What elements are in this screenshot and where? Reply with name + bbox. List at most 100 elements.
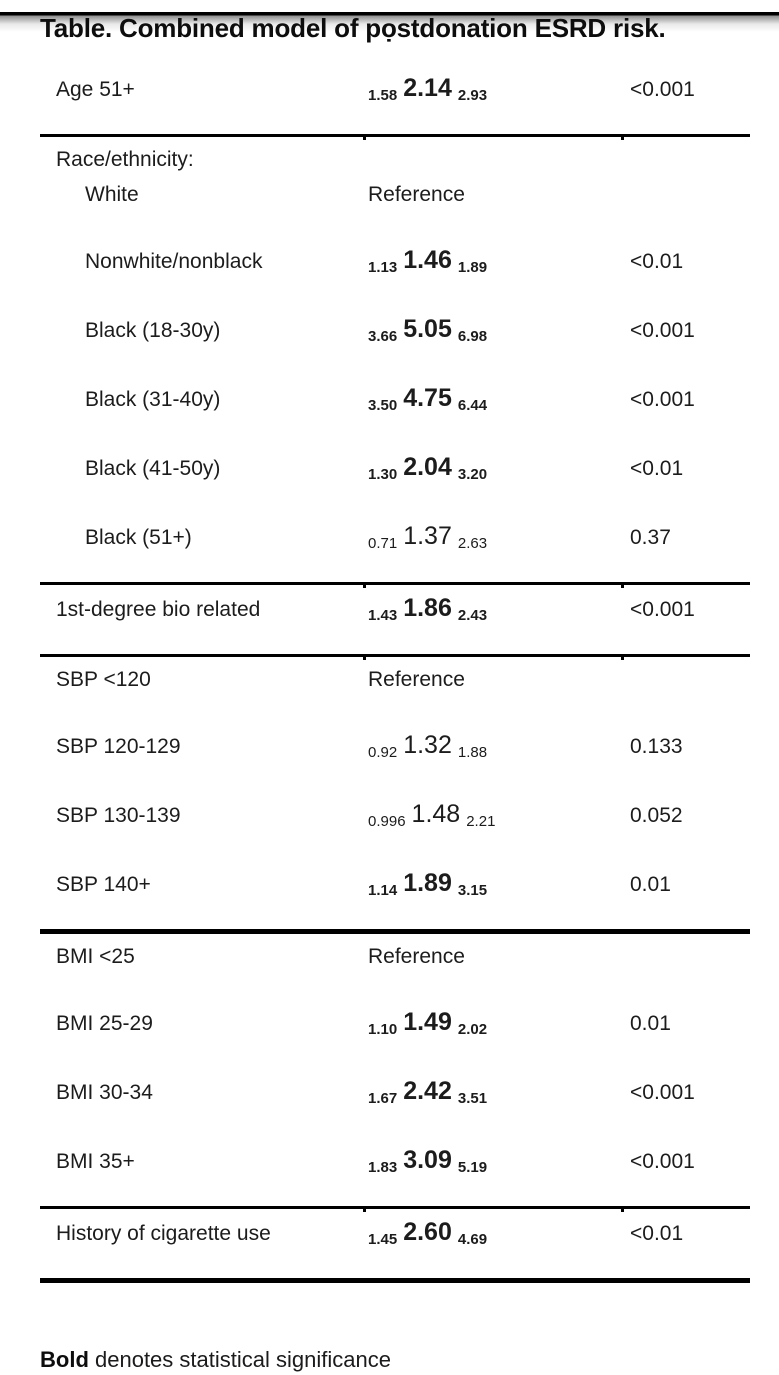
estimate-ci: 1.30 2.04 3.20 xyxy=(368,453,488,483)
row-label: BMI <25 xyxy=(56,945,135,968)
ci-upper: 3.51 xyxy=(457,1090,488,1107)
ci-lower: 1.10 xyxy=(368,1021,398,1038)
estimate-cell: 1.67 2.42 3.51 xyxy=(365,1076,622,1110)
row-label: 1st-degree bio related xyxy=(56,598,261,621)
ci-point: 1.49 xyxy=(403,1008,452,1036)
estimate-cell: 1.83 3.09 5.19 xyxy=(365,1145,622,1179)
table-row: BMI 30-34 1.67 2.42 3.51 <0.001 xyxy=(40,1076,750,1110)
ci-upper: 2.02 xyxy=(457,1021,488,1038)
estimate-ci: 1.67 2.42 3.51 xyxy=(368,1077,488,1107)
ci-lower: 0.71 xyxy=(368,535,398,552)
ci-upper: 6.44 xyxy=(457,397,488,414)
p-value: <0.001 xyxy=(630,319,695,342)
p-value: <0.001 xyxy=(630,598,695,621)
ci-point: 1.89 xyxy=(403,869,452,897)
estimate-ci: 0.996 1.48 2.21 xyxy=(368,800,496,830)
estimate-cell: 1.13 1.46 1.89 xyxy=(365,245,622,279)
estimate-cell: Reference xyxy=(365,180,622,210)
estimate-cell: 1.58 2.14 2.93 xyxy=(365,73,622,107)
ci-point: 5.05 xyxy=(403,315,452,343)
section-divider xyxy=(40,1278,750,1283)
estimate-cell: 1.10 1.49 2.02 xyxy=(365,1007,622,1041)
ci-lower: 1.43 xyxy=(368,607,398,624)
section-divider xyxy=(40,654,750,660)
estimate-reference: Reference xyxy=(368,183,465,206)
row-label: History of cigarette use xyxy=(56,1222,271,1245)
ci-lower: 0.92 xyxy=(368,744,398,761)
row-label: Black (51+) xyxy=(85,526,192,549)
ci-point: 1.86 xyxy=(403,594,452,622)
estimate-cell: Reference xyxy=(365,942,622,972)
ci-lower: 3.66 xyxy=(368,328,398,345)
ci-lower: 1.58 xyxy=(368,87,398,104)
figure-content: Table. Combined model of pọstdonation ES… xyxy=(0,12,779,1375)
ci-point: 1.37 xyxy=(403,522,452,550)
estimate-ci: 1.43 1.86 2.43 xyxy=(368,594,488,624)
ci-upper: 1.89 xyxy=(457,259,488,276)
row-label: Age 51+ xyxy=(56,78,135,101)
p-value: 0.052 xyxy=(630,804,683,827)
ci-point: 2.42 xyxy=(403,1077,452,1105)
table-row: Age 51+ 1.58 2.14 2.93 <0.001 xyxy=(40,73,750,107)
row-label: BMI 30-34 xyxy=(56,1081,153,1104)
table-row: BMI 25-29 1.10 1.49 2.02 0.01 xyxy=(40,1007,750,1041)
estimate-ci: 0.71 1.37 2.63 xyxy=(368,522,488,552)
row-label: SBP 140+ xyxy=(56,873,151,896)
estimate-cell: 0.996 1.48 2.21 xyxy=(365,799,622,833)
ci-upper: 3.20 xyxy=(457,466,488,483)
ci-point: 2.14 xyxy=(403,74,452,102)
ci-point: 2.60 xyxy=(403,1218,452,1246)
estimate-reference: Reference xyxy=(368,668,465,691)
p-value: <0.01 xyxy=(630,457,684,480)
ci-upper: 2.63 xyxy=(457,535,488,552)
section-divider xyxy=(40,929,750,934)
row-label: SBP 130-139 xyxy=(56,804,181,827)
estimate-reference: Reference xyxy=(368,945,465,968)
estimate-cell: Reference xyxy=(365,665,622,695)
ci-lower: 0.996 xyxy=(368,813,406,830)
ci-point: 4.75 xyxy=(403,384,452,412)
ci-upper: 5.19 xyxy=(457,1159,488,1176)
row-label: SBP <120 xyxy=(56,668,151,691)
row-label: Black (18-30y) xyxy=(85,319,221,342)
section-divider xyxy=(40,134,750,140)
p-value: <0.01 xyxy=(630,1222,684,1245)
estimate-ci: 3.50 4.75 6.44 xyxy=(368,384,488,414)
section-divider xyxy=(40,1206,750,1212)
p-value: 0.01 xyxy=(630,1012,671,1035)
table-figure: Table. Combined model of pọstdonation ES… xyxy=(0,12,779,1375)
ci-lower: 3.50 xyxy=(368,397,398,414)
p-value: <0.01 xyxy=(630,250,684,273)
row-label: BMI 25-29 xyxy=(56,1012,153,1035)
p-value: <0.001 xyxy=(630,388,695,411)
table-row: 1st-degree bio related 1.43 1.86 2.43 <0.0… xyxy=(40,593,750,627)
p-value: <0.001 xyxy=(630,78,695,101)
table-title: Table. Combined model of pọstdonation ES… xyxy=(40,13,666,43)
risk-table: Age 51+ 1.58 2.14 2.93 <0.001 Race/ethnici… xyxy=(40,73,750,1283)
table-row: SBP 140+ 1.14 1.89 3.15 0.01 xyxy=(40,868,750,902)
ci-point: 2.04 xyxy=(403,453,452,481)
p-value: <0.001 xyxy=(630,1150,695,1173)
table-row: Black (31-40y) 3.50 4.75 6.44 <0.001 xyxy=(40,383,750,417)
ci-upper: 2.21 xyxy=(466,813,496,830)
row-label: SBP 120-129 xyxy=(56,735,181,758)
ci-upper: 1.88 xyxy=(457,744,488,761)
table-row: SBP <120 Reference xyxy=(40,665,750,695)
estimate-ci: 3.66 5.05 6.98 xyxy=(368,315,487,345)
ci-upper: 2.43 xyxy=(457,607,488,624)
p-value: 0.37 xyxy=(630,526,671,549)
table-row: SBP 120-129 0.92 1.32 1.88 0.133 xyxy=(40,730,750,764)
section-divider xyxy=(40,582,750,588)
ci-point: 1.46 xyxy=(403,246,452,274)
ci-lower: 1.14 xyxy=(368,882,398,899)
p-value: 0.01 xyxy=(630,873,671,896)
table-row: BMI 35+ 1.83 3.09 5.19 <0.001 xyxy=(40,1145,750,1179)
table-row: Black (18-30y) 3.66 5.05 6.98 <0.001 xyxy=(40,314,750,348)
footnote-text: denotes statistical significance xyxy=(88,1347,391,1372)
row-label: Black (41-50y) xyxy=(85,457,221,480)
estimate-ci: 1.58 2.14 2.93 xyxy=(368,74,487,104)
estimate-cell: 1.43 1.86 2.43 xyxy=(365,593,622,627)
table-row: BMI <25 Reference xyxy=(40,942,750,972)
top-edge-shadow xyxy=(0,12,779,32)
ci-upper: 3.15 xyxy=(457,882,488,899)
